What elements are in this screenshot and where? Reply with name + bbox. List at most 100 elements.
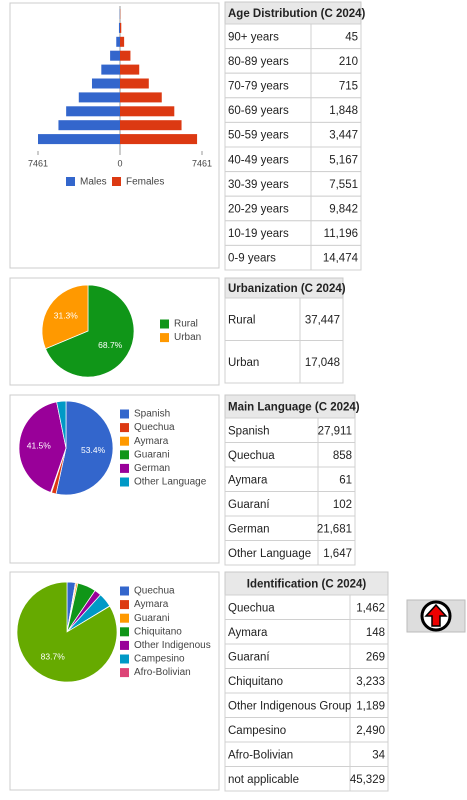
row-label: Spanish <box>228 425 270 437</box>
scroll-top-button[interactable] <box>406 599 466 633</box>
bar <box>116 36 120 47</box>
row-label: Aymara <box>228 474 268 486</box>
table-cell <box>224 594 351 620</box>
row-label: Aymara <box>228 627 268 639</box>
legend-swatch <box>160 333 169 343</box>
row-value: 3,233 <box>356 676 385 688</box>
legend-label: Aymara <box>134 599 169 610</box>
row-label: 40-49 years <box>228 154 289 166</box>
row-value: 210 <box>339 56 358 68</box>
bar <box>120 120 182 131</box>
pie-slice <box>45 284 135 378</box>
bar <box>110 50 120 61</box>
row-label: Quechua <box>228 602 275 614</box>
table-title: Identification (C 2024) <box>247 579 367 591</box>
row-value: 17,048 <box>305 357 340 369</box>
bar <box>91 78 120 89</box>
table-cell <box>349 741 389 767</box>
pie-slice <box>55 400 114 496</box>
row-label: Campesino <box>228 725 286 737</box>
bar <box>58 120 120 131</box>
legend-swatch <box>120 613 129 623</box>
table-cell <box>224 668 351 694</box>
row-value: 11,196 <box>324 228 358 240</box>
legend-swatch <box>120 477 129 487</box>
table-cell <box>224 442 319 468</box>
row-value: 148 <box>366 627 385 639</box>
pie-slice <box>56 400 67 449</box>
row-value: 1,848 <box>329 105 358 117</box>
legend-swatch <box>120 600 129 610</box>
table-cell <box>349 668 389 694</box>
table-cell <box>224 340 301 384</box>
data-label: 83.7% <box>41 651 66 661</box>
table-cell <box>224 121 312 148</box>
row-value: 269 <box>366 651 385 663</box>
bar <box>120 36 125 47</box>
bar <box>66 106 120 117</box>
table-cell <box>317 540 356 566</box>
row-label: 80-89 years <box>228 56 289 68</box>
table-cell <box>317 417 356 443</box>
legend-label: Aymara <box>134 436 169 447</box>
row-value: 61 <box>339 474 352 486</box>
row-value: 715 <box>339 81 358 93</box>
row-label: 50-59 years <box>228 130 289 142</box>
row-label: Rural <box>228 314 255 326</box>
legend-label: Other Indigenous <box>134 640 211 651</box>
row-value: 1,647 <box>323 548 352 560</box>
row-label: Quechua <box>228 450 275 462</box>
row-label: Afro-Bolivian <box>228 749 293 761</box>
legend-swatch <box>120 654 129 664</box>
legend-label: Guarani <box>134 613 170 624</box>
table-title: Urbanization (C 2024) <box>228 283 346 295</box>
table-cell <box>317 491 356 517</box>
legend-label: Guarani <box>134 449 170 460</box>
legend-swatch <box>160 319 169 329</box>
table-cell <box>349 594 389 620</box>
row-label: not applicable <box>228 774 299 786</box>
row-label: 10-19 years <box>228 228 289 240</box>
row-value: 45 <box>345 31 358 43</box>
legend-swatch <box>120 436 129 446</box>
row-value: 5,167 <box>329 154 358 166</box>
bar <box>38 134 120 145</box>
table-cell <box>349 766 389 792</box>
row-value: 21,681 <box>317 523 352 535</box>
table-cell <box>224 417 319 443</box>
bar <box>120 134 198 145</box>
row-label: 90+ years <box>228 31 279 43</box>
table-cell <box>224 466 319 492</box>
pie-slice <box>41 284 89 350</box>
row-value: 1,189 <box>356 700 385 712</box>
x-tick-label: 7461 <box>28 158 48 168</box>
legend-label: Urban <box>174 332 201 343</box>
row-value: 9,842 <box>329 204 358 216</box>
bar <box>120 78 149 89</box>
row-value: 858 <box>333 450 352 462</box>
legend-label: Spanish <box>134 409 170 420</box>
x-tick-label: 0 <box>117 158 122 168</box>
legend-swatch <box>120 423 129 433</box>
bar <box>120 64 140 75</box>
legend-swatch <box>120 640 129 650</box>
row-value: 37,447 <box>305 314 340 326</box>
table-cell <box>310 171 362 197</box>
up-arrow-icon[interactable] <box>424 603 448 627</box>
row-value: 45,329 <box>350 774 385 786</box>
bar <box>120 106 175 117</box>
row-value: 27,911 <box>318 425 352 437</box>
legend-label: Quechua <box>134 586 175 597</box>
row-label: Other Language <box>228 548 311 560</box>
row-value: 2,490 <box>356 725 385 737</box>
x-tick-label: 7461 <box>192 158 212 168</box>
table-cell <box>224 171 312 197</box>
row-label: 60-69 years <box>228 105 289 117</box>
table-title: Main Language (C 2024) <box>228 402 360 414</box>
legend-swatch <box>112 177 121 186</box>
table-cell <box>224 491 319 517</box>
table-cell <box>299 340 344 384</box>
bar <box>78 92 120 103</box>
row-value: 3,447 <box>329 130 358 142</box>
